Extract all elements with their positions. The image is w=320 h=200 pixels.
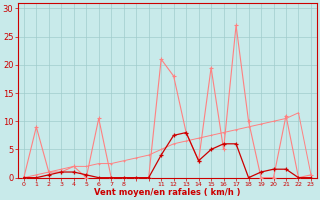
X-axis label: Vent moyen/en rafales ( km/h ): Vent moyen/en rafales ( km/h ) — [94, 188, 241, 197]
